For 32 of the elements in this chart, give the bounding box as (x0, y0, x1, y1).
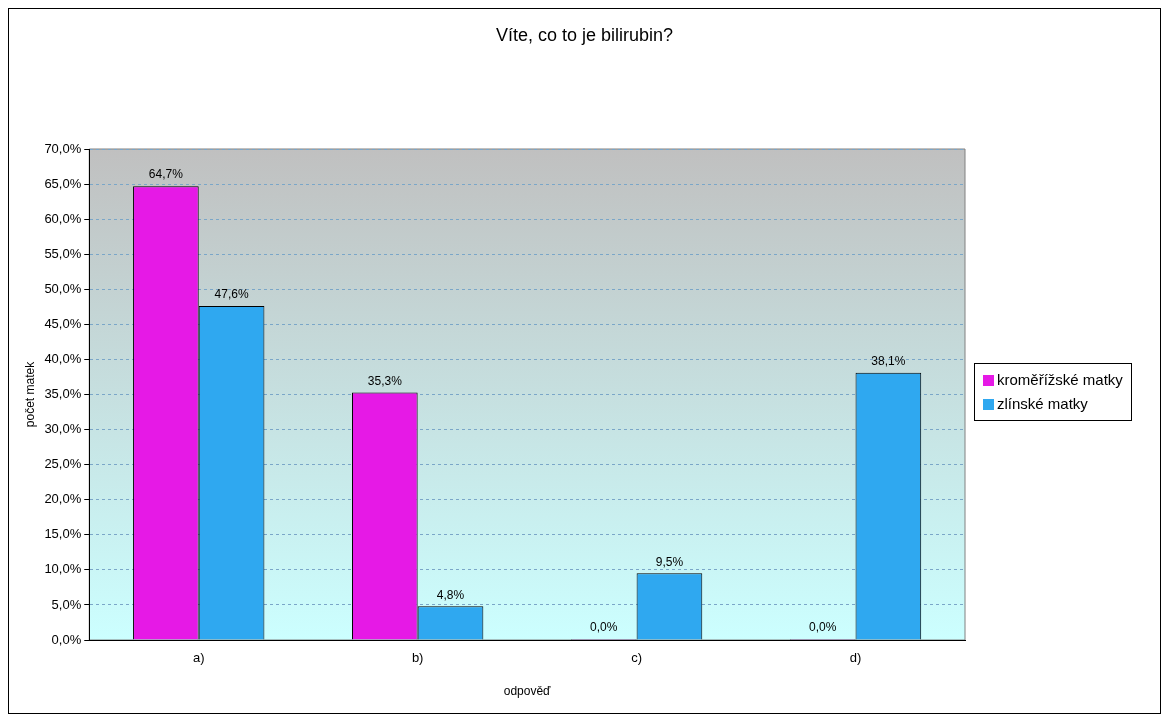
data-label: 64,7% (148, 167, 184, 182)
data-label: 0,0% (809, 620, 837, 635)
y-tick-label: 10,0% (44, 561, 82, 577)
y-tick-label: 45,0% (44, 315, 82, 331)
y-tick-label: 35,0% (44, 386, 82, 402)
data-label: 9,5% (655, 554, 684, 569)
x-tick-label: d) (849, 650, 862, 666)
y-tick-label: 30,0% (44, 421, 82, 437)
y-tick-label: 70,0% (44, 140, 82, 156)
data-label: 0,0% (590, 620, 618, 635)
y-tick-label: 65,0% (44, 175, 82, 191)
legend-label: zlínské matky (997, 394, 1088, 414)
legend-label: kroměřížské matky (997, 370, 1123, 390)
y-tick-label: 20,0% (44, 491, 82, 507)
x-axis-title: odpověď (503, 684, 552, 699)
data-label: 35,3% (367, 373, 403, 388)
chart-title: Víte, co to je bilirubin? (494, 25, 675, 46)
y-tick-label: 25,0% (44, 456, 82, 472)
y-tick-label: 15,0% (44, 526, 82, 542)
y-tick-label: 60,0% (44, 210, 82, 226)
y-tick-label: 0,0% (51, 631, 82, 647)
data-label: 38,1% (871, 354, 906, 369)
data-label: 4,8% (436, 587, 465, 602)
x-tick-label: b) (411, 650, 424, 666)
y-tick-label: 5,0% (51, 596, 82, 612)
x-tick-label: a) (192, 650, 205, 666)
y-tick-label: 40,0% (44, 351, 82, 367)
y-tick-label: 55,0% (44, 245, 82, 261)
y-tick-label: 50,0% (44, 280, 82, 296)
y-axis-title: počet matek (22, 360, 37, 428)
data-label: 47,6% (214, 287, 249, 302)
x-tick-label: c) (631, 650, 643, 666)
